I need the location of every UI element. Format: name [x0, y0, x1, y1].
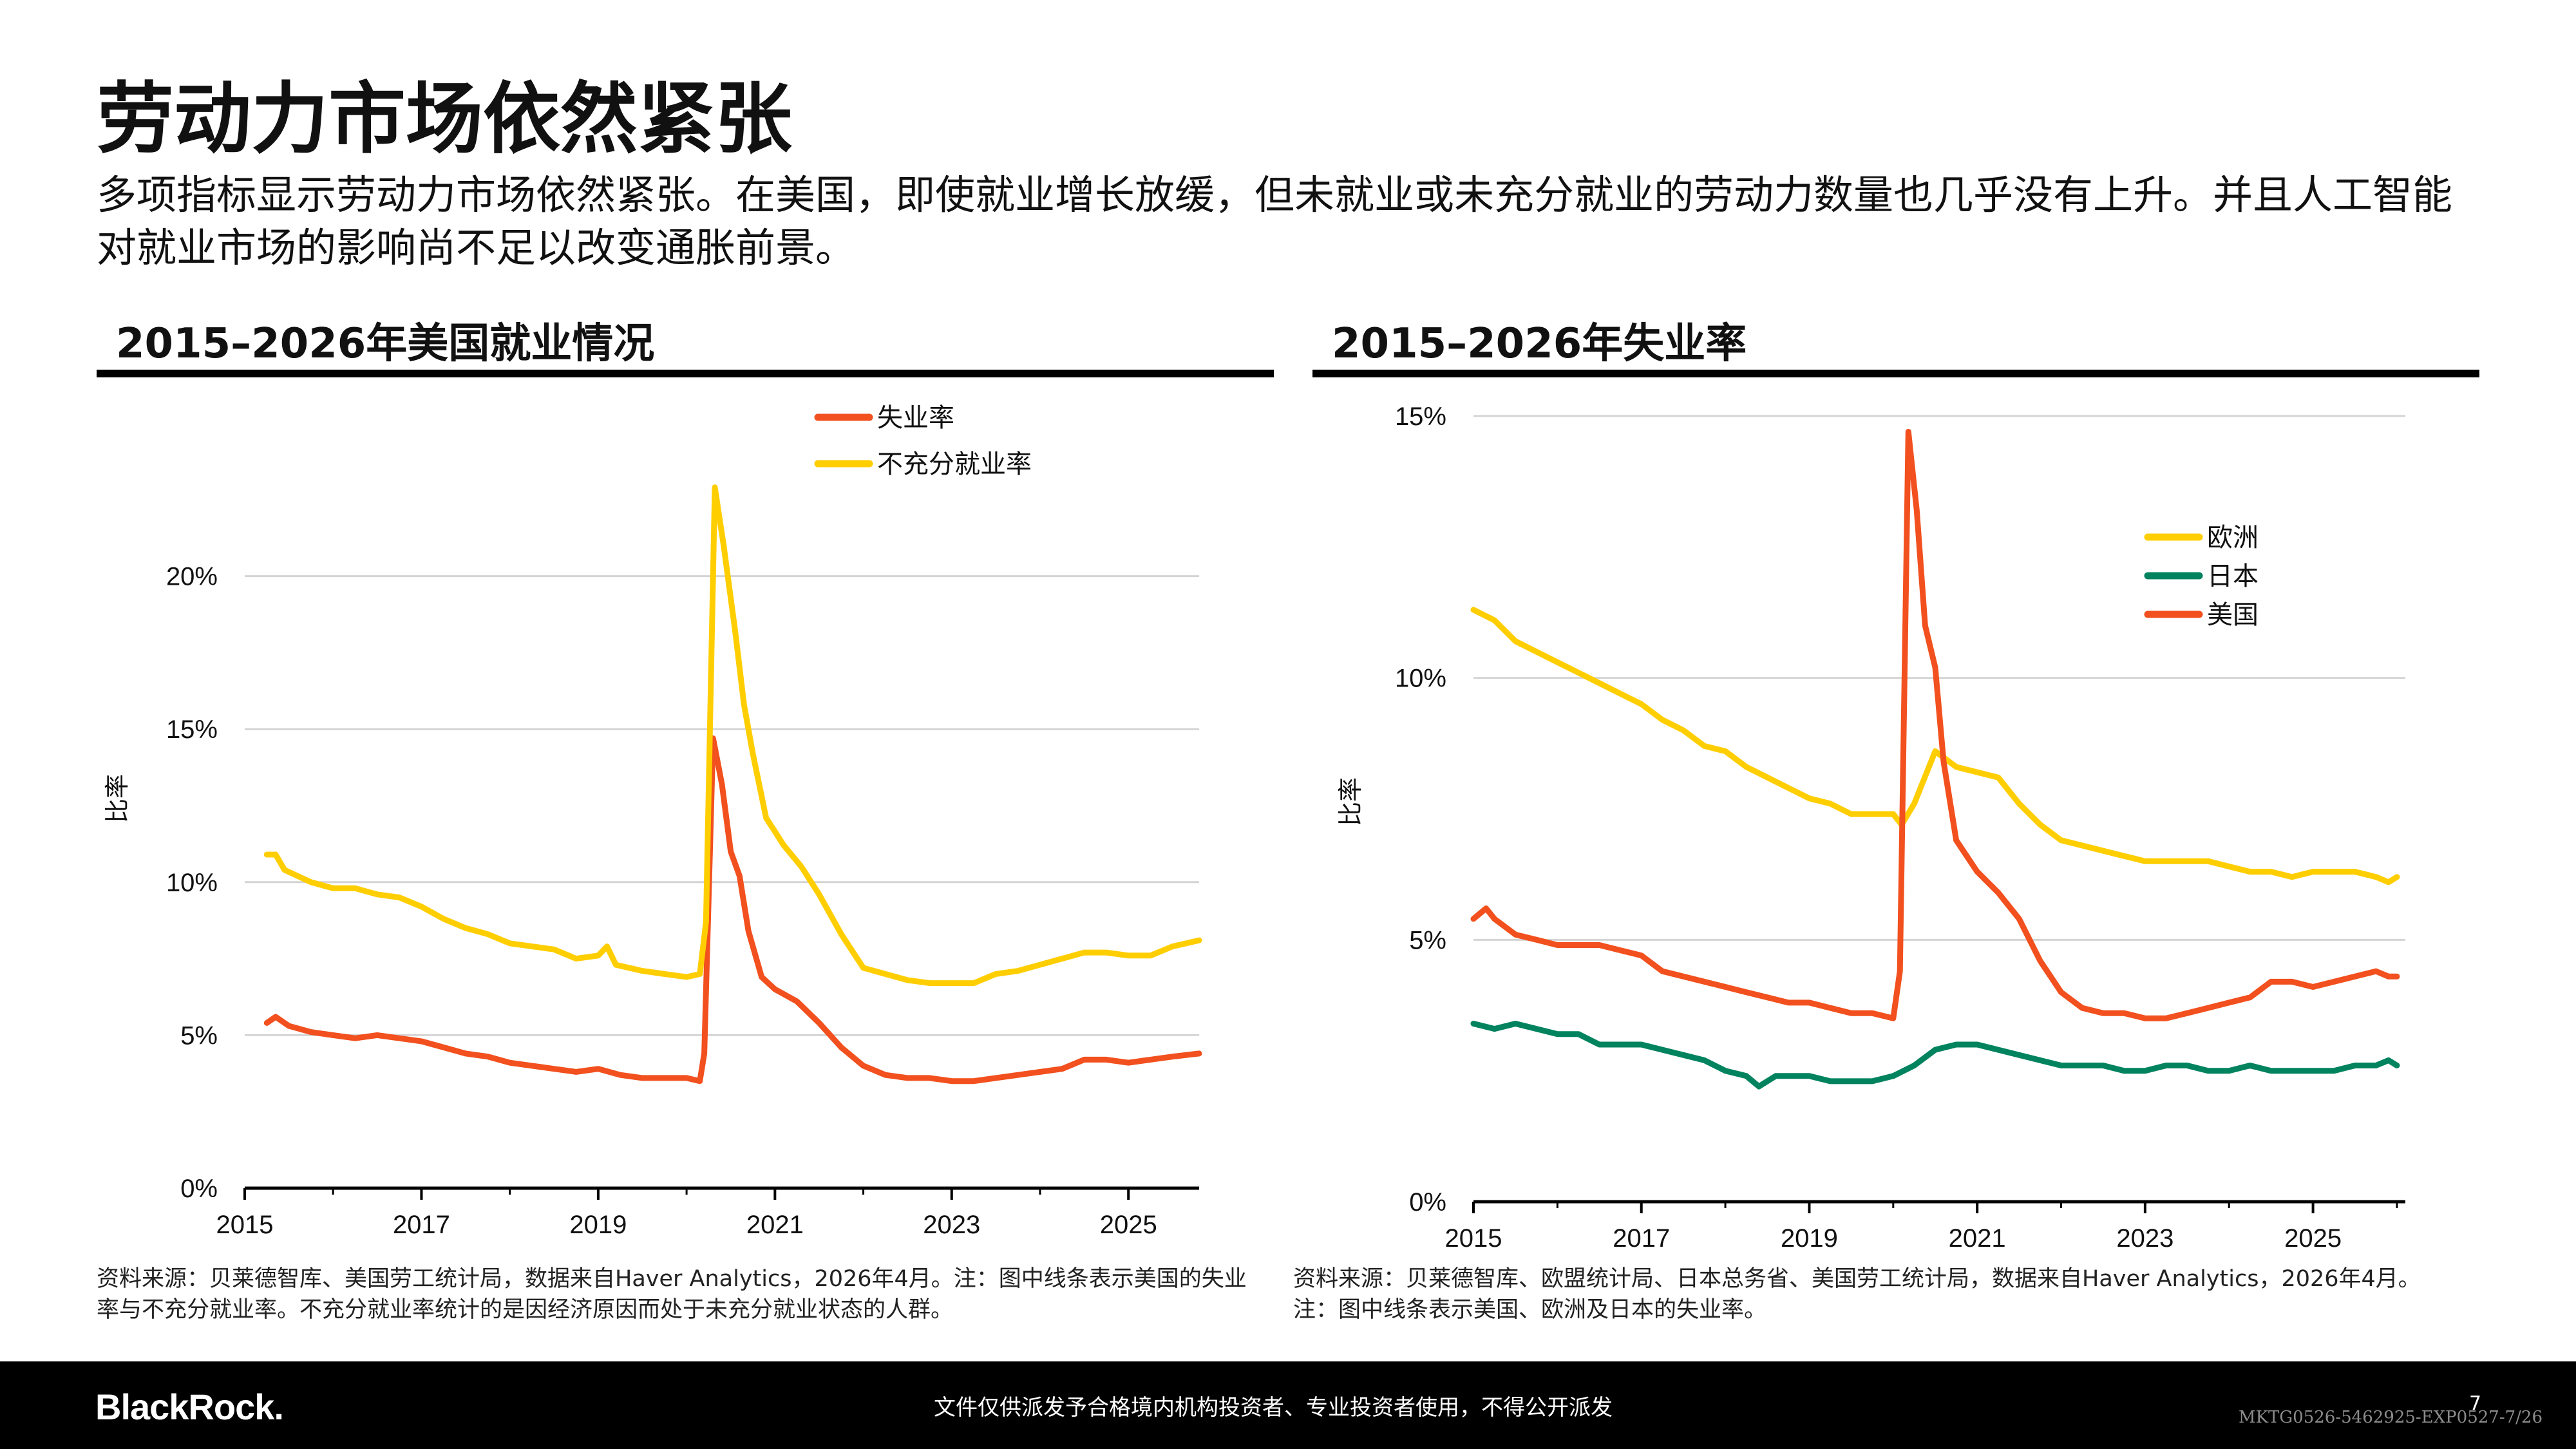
- page-subtitle: 多项指标显示劳动力市场依然紧张。在美国，即使就业增长放缓，但未就业或未充分就业的…: [97, 171, 2453, 271]
- left-chart-title: 2015–2026年美国就业情况: [116, 320, 655, 368]
- y-tick-label: 0%: [1409, 1188, 1446, 1217]
- y-tick-label: 10%: [1395, 665, 1446, 693]
- page-number: 7: [2469, 1392, 2482, 1415]
- legend-label: 欧洲: [2207, 524, 2259, 552]
- series-line-不充分就业率: [263, 484, 1202, 987]
- x-tick-label: 2019: [1781, 1224, 1838, 1253]
- page-title: 劳动力市场依然紧张: [97, 75, 792, 164]
- footer-disclaimer: 文件仅供派发予合格境内机构投资者、专业投资者使用，不得公开派发: [934, 1395, 1613, 1421]
- y-tick-label: 0%: [180, 1175, 218, 1203]
- x-tick-label: 2025: [1100, 1211, 1157, 1239]
- legend-label: 失业率: [877, 404, 954, 432]
- x-tick-label: 2021: [746, 1211, 804, 1239]
- legend-label: 日本: [2207, 562, 2259, 591]
- y-axis-label: 比率: [1338, 777, 1365, 826]
- blackrock-logo: BlackRock.: [95, 1386, 284, 1428]
- x-tick-label: 2015: [1445, 1224, 1502, 1253]
- unemployment-rate-chart: 0% 5% 10% 15% 2015 2017 2019 2021 2023 2025 比率 欧洲日本…: [1338, 402, 2405, 1253]
- x-tick-label: 2023: [923, 1211, 980, 1239]
- right-chart-source: 资料来源：贝莱德智库、欧盟统计局、日本总务省、美国劳工统计局，数据来自Haver…: [1293, 1266, 2421, 1323]
- footer-bar: BlackRock. 文件仅供派发予合格境内机构投资者、专业投资者使用，不得公开…: [0, 1361, 2576, 1449]
- y-axis-label: 比率: [104, 774, 131, 823]
- left-chart-source: 资料来源：贝莱德智库、美国劳工统计局，数据来自Haver Analytics，2…: [97, 1266, 1247, 1323]
- series-line-美国: [1470, 428, 2400, 1021]
- legend-label: 不充分就业率: [877, 450, 1032, 478]
- right-title-rule: [1312, 370, 2479, 377]
- x-tick-label: 2017: [1613, 1224, 1670, 1253]
- right-chart-title: 2015–2026年失业率: [1332, 320, 1747, 368]
- logo-text: BlackRock: [95, 1387, 274, 1427]
- y-tick-label: 20%: [166, 563, 218, 591]
- document-code: MKTG0526-5462925-EXP0527-7/26: [2239, 1408, 2543, 1427]
- y-tick-label: 15%: [166, 715, 218, 744]
- y-tick-label: 15%: [1395, 402, 1446, 431]
- series-line-欧洲: [1470, 607, 2400, 886]
- x-tick-label: 2019: [569, 1211, 627, 1239]
- left-title-rule: [97, 370, 1274, 377]
- x-tick-label: 2021: [1949, 1224, 2006, 1253]
- logo-dot: .: [274, 1387, 284, 1427]
- x-tick-label: 2017: [393, 1211, 450, 1239]
- us-employment-chart: 0% 5% 10% 15% 20% 2015 2017 2019 2021 2023 2025 比率 失…: [104, 404, 1202, 1239]
- y-tick-label: 5%: [180, 1021, 218, 1050]
- series-line-失业率: [263, 735, 1202, 1084]
- x-tick-label: 2023: [2116, 1224, 2174, 1253]
- series-line-日本: [1470, 1021, 2400, 1090]
- x-tick-label: 2015: [216, 1211, 274, 1239]
- y-tick-label: 10%: [166, 869, 218, 897]
- y-tick-label: 5%: [1409, 926, 1446, 954]
- x-tick-label: 2025: [2284, 1224, 2342, 1253]
- legend-label: 美国: [2207, 601, 2259, 629]
